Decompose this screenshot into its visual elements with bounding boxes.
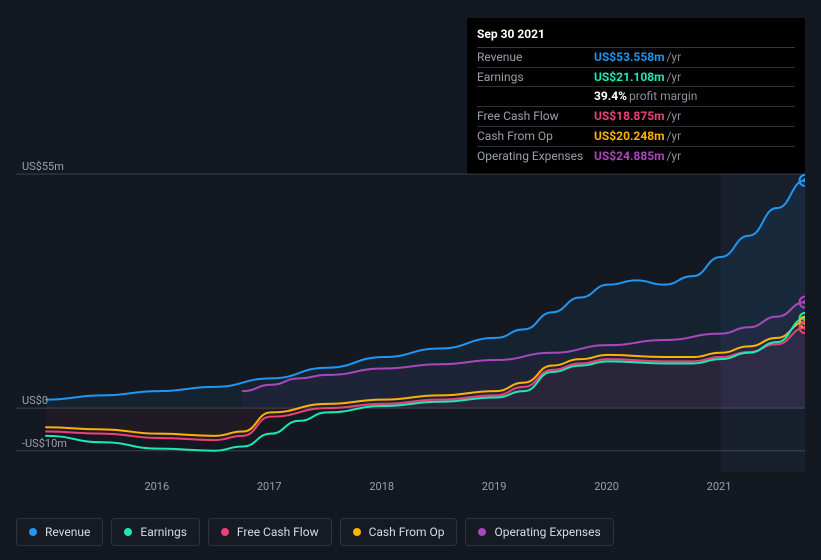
tooltip-row-unit: /yr	[666, 128, 681, 145]
x-axis-tick-label: 2017	[257, 480, 282, 493]
y-axis-tick-label: US$0	[22, 394, 48, 407]
legend-swatch-icon	[478, 528, 486, 536]
legend-swatch-icon	[353, 528, 361, 536]
tooltip-row-value: 39.4%	[594, 88, 627, 105]
legend-item-label: Revenue	[45, 525, 90, 539]
legend-item[interactable]: Revenue	[16, 518, 103, 546]
tooltip-row-value: US$18.875m	[594, 108, 664, 125]
x-axis-tick-label: 2018	[369, 480, 394, 493]
x-axis-tick-label: 2016	[144, 480, 169, 493]
tooltip-date: Sep 30 2021	[477, 24, 795, 48]
legend-item[interactable]: Operating Expenses	[465, 518, 613, 546]
tooltip-row-unit: profit margin	[629, 88, 697, 105]
tooltip-row: EarningsUS$21.108m /yr	[477, 68, 795, 88]
tooltip-row-label: Free Cash Flow	[477, 108, 594, 125]
legend-item-label: Earnings	[140, 525, 187, 539]
x-axis-tick-label: 2021	[707, 480, 732, 493]
tooltip-row: RevenueUS$53.558m /yr	[477, 48, 795, 68]
tooltip-row-label: Revenue	[477, 49, 594, 66]
tooltip-row-unit: /yr	[666, 49, 681, 66]
legend-item-label: Cash From Op	[369, 525, 445, 539]
tooltip-row-value: US$21.108m	[594, 69, 664, 86]
tooltip-row: Cash From OpUS$20.248m /yr	[477, 127, 795, 147]
legend-item[interactable]: Earnings	[111, 518, 200, 546]
tooltip-row-label: Earnings	[477, 69, 594, 86]
legend-swatch-icon	[124, 528, 132, 536]
tooltip-row-value: US$20.248m	[594, 128, 664, 145]
legend-item-label: Free Cash Flow	[237, 525, 319, 539]
tooltip-panel: Sep 30 2021 RevenueUS$53.558m /yrEarning…	[467, 18, 805, 174]
legend-item-label: Operating Expenses	[494, 525, 600, 539]
x-axis-tick-label: 2020	[594, 480, 619, 493]
tooltip-row-unit: /yr	[666, 108, 681, 125]
tooltip-row: 39.4% profit margin	[477, 87, 795, 107]
tooltip-row-label: Cash From Op	[477, 128, 594, 145]
tooltip-row-unit: /yr	[666, 69, 681, 86]
y-axis-tick-label: -US$10m	[22, 437, 67, 450]
chart-legend: Revenue Earnings Free Cash Flow Cash From O…	[16, 518, 614, 546]
legend-item[interactable]: Free Cash Flow	[208, 518, 332, 546]
tooltip-row-value: US$53.558m	[594, 49, 664, 66]
legend-swatch-icon	[29, 528, 37, 536]
financials-chart: US$55mUS$0-US$10m20162017201820192020202…	[16, 160, 805, 480]
x-axis-tick-label: 2019	[482, 480, 507, 493]
legend-swatch-icon	[221, 528, 229, 536]
tooltip-row: Free Cash FlowUS$18.875m /yr	[477, 107, 795, 127]
chart-svg	[16, 160, 805, 480]
tooltip-rows: RevenueUS$53.558m /yrEarningsUS$21.108m …	[477, 48, 795, 166]
y-axis-tick-label: US$55m	[22, 160, 64, 173]
legend-item[interactable]: Cash From Op	[340, 518, 458, 546]
